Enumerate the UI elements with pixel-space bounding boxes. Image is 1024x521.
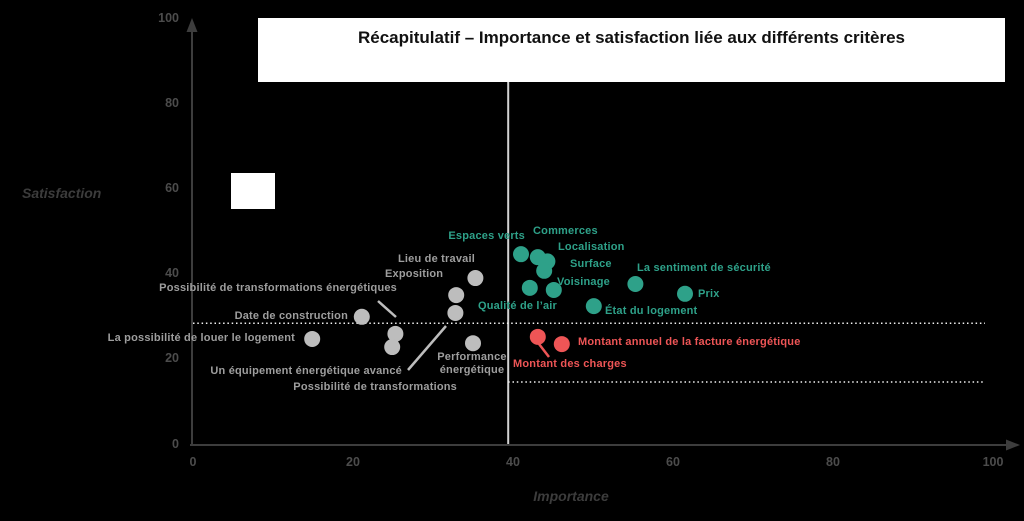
point-label: Performance énergétique [437,351,507,376]
point-label: Exposition [385,268,444,280]
data-point [448,287,465,304]
point-label: Prix [698,288,720,300]
data-point [545,281,562,298]
y-tick-label: 60 [165,181,179,195]
x-axis-arrow-icon [1006,439,1020,451]
data-point [465,335,481,352]
data-point [353,308,370,325]
y-tick-label: 40 [165,266,179,281]
point-label: Espaces verts [448,230,525,242]
data-point [553,336,570,353]
data-point [387,325,404,342]
point-label: Montant des charges [513,358,627,370]
point-label: Surface [570,258,612,270]
data-point [529,328,546,345]
data-point [384,339,401,356]
point-label: Possibilité de transformations énergétiq… [159,282,397,294]
point-label: Commerces [533,225,598,237]
data-point [585,298,602,315]
label-callout-line [407,325,447,371]
x-axis-title: Importance [533,488,609,504]
label-callout-line [538,343,550,358]
data-point [536,262,553,279]
y-tick-label: 80 [165,95,179,110]
blank-legend-box [231,173,275,209]
data-point [513,246,529,263]
label-callout-line [377,300,397,318]
point-label: Voisinage [557,276,610,288]
point-label: Possibilité de transformations [293,381,457,393]
point-label: La sentiment de sécurité [637,262,771,274]
point-label: Lieu de travail [398,253,475,265]
data-point [627,275,644,292]
data-point [467,270,484,287]
chart-title: Récapitulatif – Importance et satisfacti… [357,28,905,47]
y-tick-label: 20 [165,351,179,366]
point-label: Montant annuel de la facture énergétique [578,336,801,348]
data-point [677,285,693,302]
point-label: La possibilité de louer le logement [107,332,295,344]
point-label: État du logement [605,305,698,317]
x-tick-label: 40 [506,455,520,469]
x-tick-label: 80 [826,455,840,469]
x-tick-label: 60 [666,455,680,469]
y-tick-label: 100 [158,10,179,25]
chart-title-box: Récapitulatif – Importance et satisfacti… [258,18,1005,82]
y-axis-arrow-icon [186,18,198,32]
y-axis-title: Satisfaction [22,185,102,201]
y-tick-label: 0 [172,436,179,451]
point-label: Date de construction [234,310,348,322]
point-label: Qualité de l’air [478,300,558,312]
x-tick-label: 20 [346,455,360,469]
x-tick-label: 100 [982,455,1004,469]
x-tick-label: 0 [189,455,197,469]
point-label: Localisation [558,241,625,253]
data-point [447,304,464,321]
point-label: Un équipement énergétique avancé [210,365,402,377]
data-point [304,330,321,347]
data-point [521,279,538,296]
